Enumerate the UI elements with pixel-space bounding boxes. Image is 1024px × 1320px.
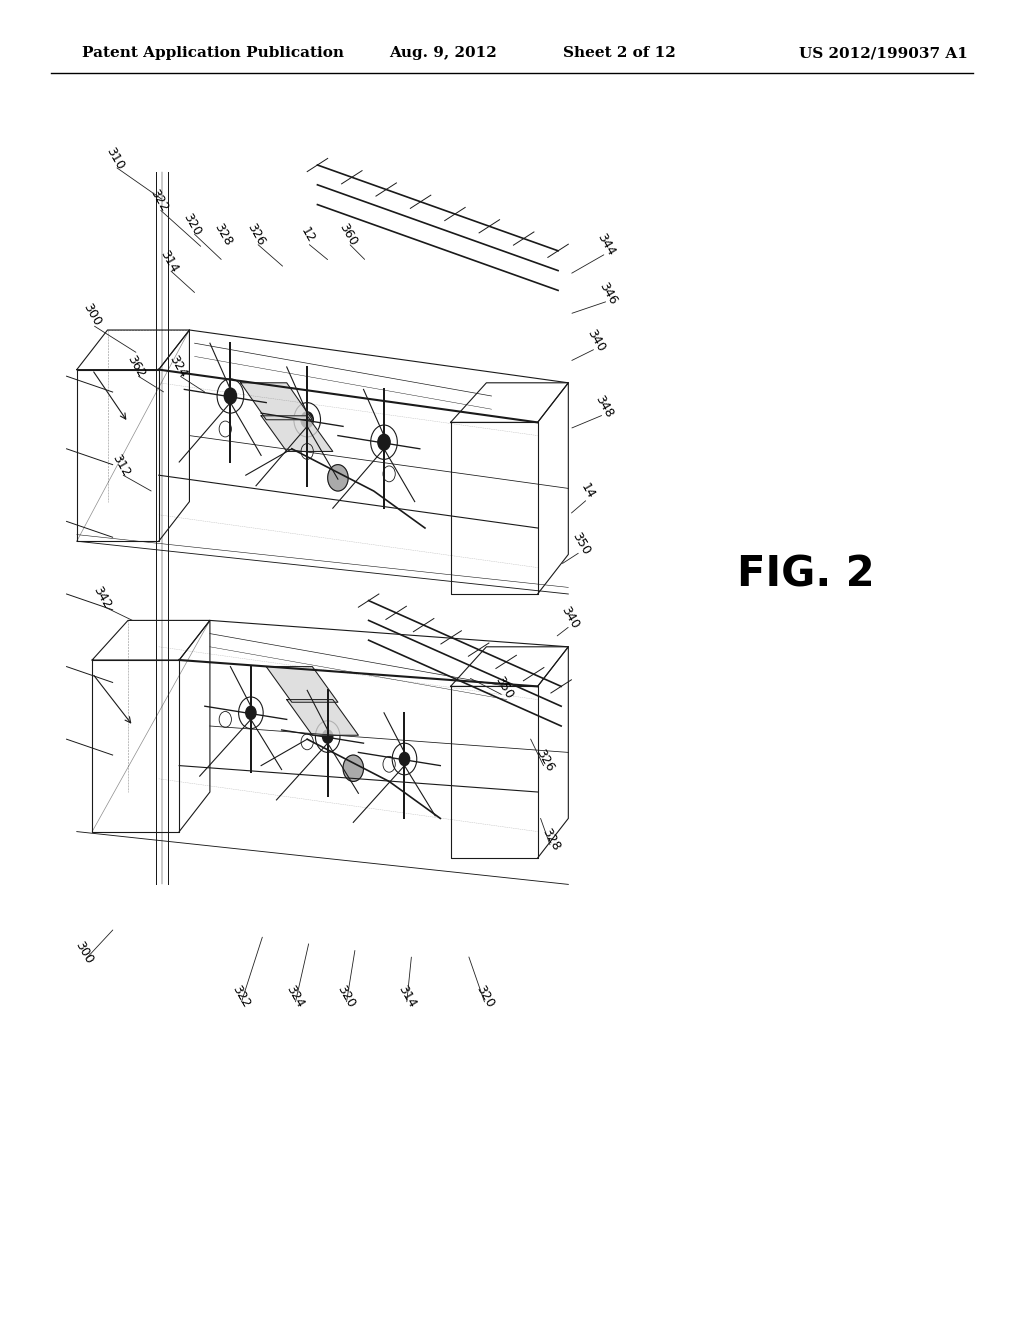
Text: FIG. 2: FIG. 2: [737, 553, 874, 595]
Text: 314: 314: [395, 983, 418, 1010]
Text: 314: 314: [158, 248, 180, 275]
Polygon shape: [261, 416, 333, 451]
Circle shape: [399, 752, 410, 766]
Text: 300: 300: [81, 301, 103, 327]
Polygon shape: [287, 700, 358, 735]
Text: 360: 360: [337, 222, 359, 248]
Text: Sheet 2 of 12: Sheet 2 of 12: [563, 46, 676, 61]
Text: 324: 324: [167, 354, 189, 380]
Text: 300: 300: [73, 940, 95, 966]
Text: 320: 320: [181, 211, 204, 238]
Circle shape: [246, 706, 256, 719]
Polygon shape: [241, 383, 312, 420]
Text: 342: 342: [91, 585, 114, 611]
Text: 312: 312: [110, 453, 132, 479]
Text: 12: 12: [298, 224, 316, 246]
Text: 322: 322: [147, 187, 170, 214]
Circle shape: [343, 755, 364, 781]
Text: 320: 320: [474, 983, 497, 1010]
Circle shape: [301, 412, 313, 428]
Text: US 2012/199037 A1: US 2012/199037 A1: [799, 46, 968, 61]
Text: 350: 350: [569, 531, 592, 557]
Text: 320: 320: [335, 983, 357, 1010]
Text: 362: 362: [125, 354, 147, 380]
Circle shape: [378, 434, 390, 450]
Text: Patent Application Publication: Patent Application Publication: [82, 46, 344, 61]
Text: 328: 328: [540, 826, 562, 853]
Text: 14: 14: [579, 480, 597, 502]
Text: 326: 326: [245, 222, 267, 248]
Polygon shape: [266, 667, 338, 702]
Circle shape: [224, 388, 237, 404]
Text: 310: 310: [103, 145, 126, 172]
Text: Aug. 9, 2012: Aug. 9, 2012: [389, 46, 497, 61]
Text: 324: 324: [284, 983, 306, 1010]
Text: 348: 348: [593, 393, 615, 420]
Text: 344: 344: [595, 231, 617, 257]
Text: 322: 322: [229, 983, 252, 1010]
Text: 346: 346: [597, 280, 620, 306]
Text: 340: 340: [559, 605, 582, 631]
Circle shape: [323, 730, 333, 743]
Circle shape: [328, 465, 348, 491]
Text: 350: 350: [493, 675, 515, 701]
Text: 340: 340: [585, 327, 607, 354]
Text: 328: 328: [212, 222, 234, 248]
Text: 326: 326: [534, 747, 556, 774]
